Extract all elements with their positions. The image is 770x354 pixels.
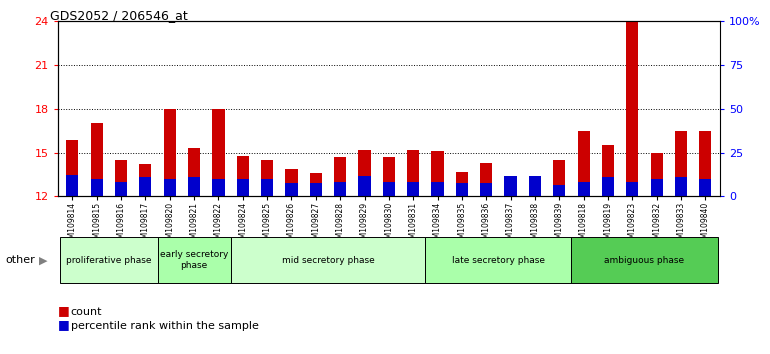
Bar	[334, 182, 346, 196]
Text: other: other	[5, 255, 35, 265]
Bar	[699, 131, 711, 196]
Bar	[651, 179, 663, 196]
Text: ■: ■	[58, 304, 69, 317]
Bar	[407, 150, 420, 196]
Bar	[188, 148, 200, 196]
Bar	[164, 109, 176, 196]
Bar	[66, 175, 79, 196]
Bar	[115, 182, 127, 196]
Bar	[553, 160, 565, 196]
Text: GDS2052 / 206546_at: GDS2052 / 206546_at	[50, 9, 188, 22]
Bar	[529, 176, 541, 196]
Bar	[626, 182, 638, 196]
Bar	[230, 237, 425, 283]
Bar	[578, 131, 590, 196]
Bar	[553, 185, 565, 196]
Bar	[699, 179, 711, 196]
Bar	[158, 237, 230, 283]
Text: early secretory
phase: early secretory phase	[160, 251, 228, 270]
Bar	[66, 139, 79, 196]
Bar	[358, 176, 370, 196]
Bar	[675, 177, 687, 196]
Text: ■: ■	[58, 318, 69, 331]
Bar	[60, 237, 158, 283]
Bar	[286, 183, 297, 196]
Bar	[139, 164, 152, 196]
Bar	[358, 150, 370, 196]
Bar	[236, 156, 249, 196]
Bar	[626, 21, 638, 196]
Bar	[261, 160, 273, 196]
Text: late secretory phase: late secretory phase	[452, 256, 545, 265]
Bar	[383, 182, 395, 196]
Bar	[383, 157, 395, 196]
Bar	[431, 151, 444, 196]
Bar	[91, 179, 102, 196]
Bar	[425, 237, 571, 283]
Bar	[431, 182, 444, 196]
Text: count: count	[71, 307, 102, 317]
Bar	[334, 157, 346, 196]
Bar	[310, 183, 322, 196]
Bar	[571, 237, 718, 283]
Text: mid secretory phase: mid secretory phase	[282, 256, 374, 265]
Bar	[675, 131, 687, 196]
Bar	[504, 176, 517, 196]
Bar	[236, 179, 249, 196]
Bar	[164, 179, 176, 196]
Bar	[602, 145, 614, 196]
Text: ambiguous phase: ambiguous phase	[604, 256, 685, 265]
Bar	[115, 160, 127, 196]
Bar	[578, 182, 590, 196]
Bar	[188, 177, 200, 196]
Bar	[139, 177, 152, 196]
Text: ▶: ▶	[38, 255, 47, 265]
Bar	[529, 186, 541, 196]
Bar	[480, 183, 492, 196]
Bar	[213, 179, 225, 196]
Bar	[456, 183, 468, 196]
Text: percentile rank within the sample: percentile rank within the sample	[71, 321, 259, 331]
Text: proliferative phase: proliferative phase	[66, 256, 152, 265]
Bar	[602, 177, 614, 196]
Bar	[91, 124, 102, 196]
Bar	[286, 169, 297, 196]
Bar	[407, 182, 420, 196]
Bar	[213, 109, 225, 196]
Bar	[310, 173, 322, 196]
Bar	[456, 172, 468, 196]
Bar	[651, 153, 663, 196]
Bar	[504, 183, 517, 196]
Bar	[261, 179, 273, 196]
Bar	[480, 163, 492, 196]
